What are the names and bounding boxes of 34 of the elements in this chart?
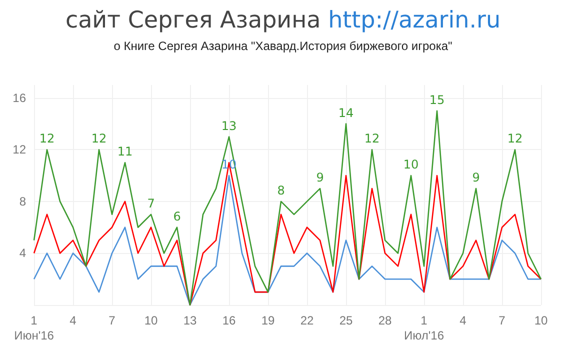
y-tick-label: 16 <box>12 90 26 105</box>
data-label: 6 <box>173 209 181 224</box>
chart-title: сайт Сергея Азарина http://azarin.ru <box>65 8 501 34</box>
y-tick-label: 4 <box>19 246 26 260</box>
data-label: 10 <box>403 158 419 172</box>
data-label: 9 <box>472 170 480 185</box>
x-tick-label: 28 <box>378 314 392 328</box>
data-label: 8 <box>277 183 285 198</box>
data-label: 12 <box>507 132 523 146</box>
chart-subtitle: о Книге Сергея Азарина "Хавард.История биржевого игрока" <box>114 39 452 53</box>
data-label: 14 <box>338 106 354 120</box>
x-tick-label: 25 <box>339 314 353 328</box>
data-label: 11 <box>117 144 133 159</box>
x-tick-label: 16 <box>222 314 236 328</box>
data-label: 7 <box>147 196 155 210</box>
x-tick-label: 4 <box>70 314 77 328</box>
x-tick-label: 10 <box>144 314 158 328</box>
x-tick-label: 10 <box>534 314 548 328</box>
x-tick-label: 4 <box>460 314 467 328</box>
x-tick-label: 7 <box>498 314 506 328</box>
x-tick-label: 19 <box>261 314 275 328</box>
x-tick-label: 1 Июн'16 <box>14 314 54 342</box>
data-label: 13 <box>221 118 237 133</box>
data-label: 9 <box>316 170 324 185</box>
data-label: 12 <box>364 132 380 146</box>
data-label: 12 <box>91 132 107 146</box>
x-tick-label: 13 <box>183 314 197 328</box>
data-label: 15 <box>429 92 445 107</box>
y-tick-label: 12 <box>12 142 26 157</box>
x-tick-label: 1 Июл'16 <box>404 314 444 342</box>
x-tick-label: 22 <box>300 314 314 328</box>
data-label: 12 <box>39 132 55 146</box>
x-tick-label: 7 <box>108 314 116 328</box>
y-tick-label: 8 <box>19 194 26 208</box>
